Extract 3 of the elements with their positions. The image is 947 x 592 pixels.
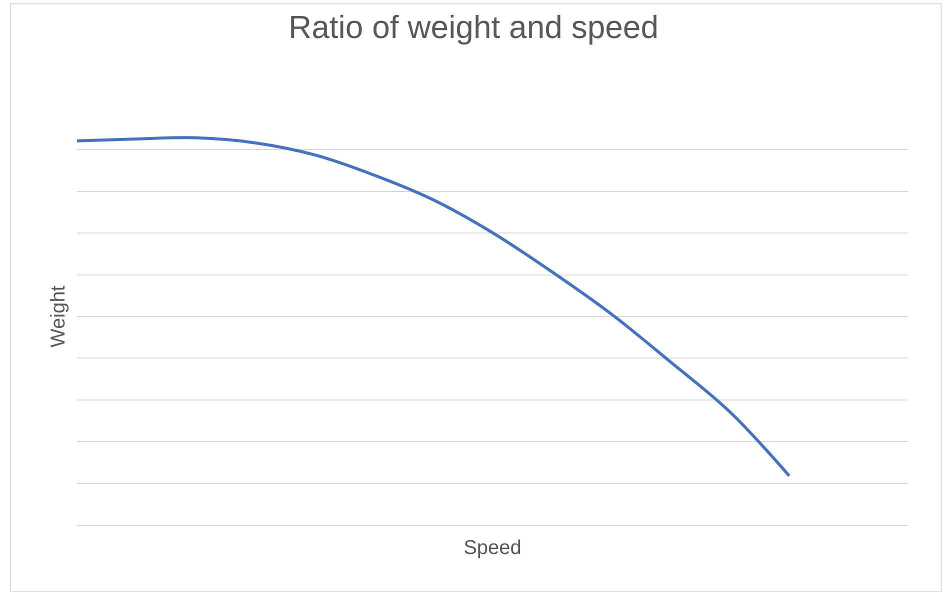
x-axis-title: Speed [464,536,522,559]
chart-title: Ratio of weight and speed [288,8,659,45]
y-axis-title: Weight [48,285,70,348]
